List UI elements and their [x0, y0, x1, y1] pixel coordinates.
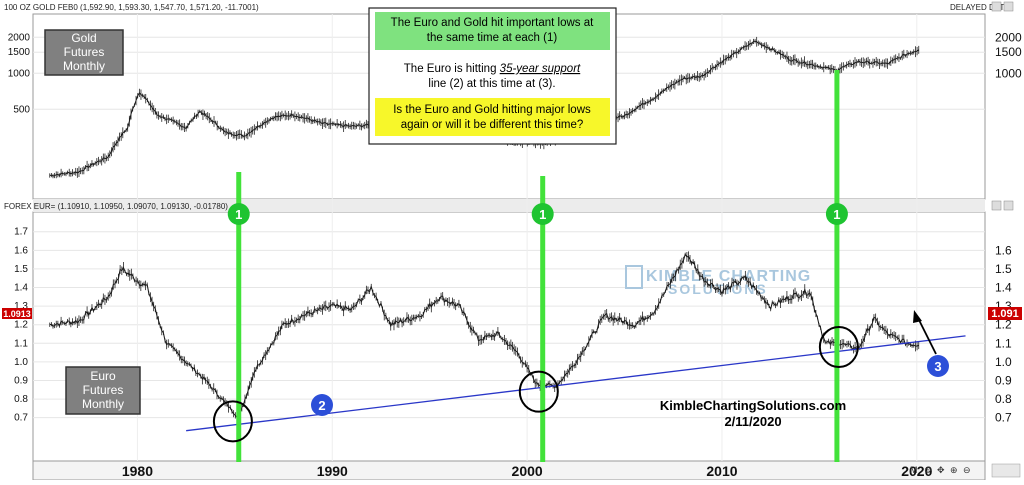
badge-1: 1	[825, 203, 848, 225]
euro-ytick-left: 1.5	[14, 264, 28, 275]
euro-ytick-right: 0.9	[995, 373, 1012, 387]
euro-label-line1: Euro	[90, 369, 116, 383]
euro-label-box: Euro Futures Monthly	[65, 366, 141, 415]
gold-ytick-right: 2000	[995, 30, 1022, 44]
gold-ytick-right: 1000	[995, 66, 1022, 80]
bottom-panel-frame	[32, 211, 986, 462]
x-tick-label: 1980	[122, 463, 153, 479]
gold-label-line1: Gold	[71, 31, 96, 45]
euro-ytick-right: 1.5	[995, 262, 1012, 276]
callout-emphasis: 35-year support	[500, 63, 581, 75]
top-panel-controls[interactable]	[991, 1, 1014, 12]
gold-ytick-right: 1500	[995, 45, 1022, 59]
svg-text:1.0913: 1.0913	[3, 309, 31, 319]
callout-line1a: The Euro and Gold hit important lows at	[391, 17, 594, 29]
badge-2-circle	[311, 394, 333, 416]
euro-label-line3: Monthly	[82, 397, 124, 411]
callout-line2b: line (2) at this time at (3).	[428, 78, 555, 90]
x-tick-label: 2000	[512, 463, 543, 479]
gold-ytick-left: 1000	[8, 68, 31, 79]
price-tag-right: 1.091	[988, 307, 1022, 320]
badge-1-circle	[227, 203, 250, 225]
arrow-to-point-3	[913, 310, 937, 355]
callout-line1b: the same time at each (1)	[427, 32, 558, 44]
euro-ytick-left: 1.2	[14, 320, 28, 331]
x-axis-bar	[32, 460, 986, 481]
callout-line3a: Is the Euro and Gold hitting major lows	[393, 104, 591, 116]
euro-ytick-left: 0.8	[14, 394, 28, 405]
svg-text:1.091: 1.091	[991, 308, 1019, 320]
euro-label-line2: Futures	[83, 383, 124, 397]
zoom-in-icon[interactable]: ⊕	[950, 465, 958, 475]
euro-ytick-right: 1.2	[995, 318, 1012, 332]
gold-label-box: Gold Futures Monthly	[44, 29, 124, 76]
euro-ytick-left: 1.7	[14, 227, 28, 238]
scroll-handle[interactable]	[991, 463, 1021, 478]
low-circle	[212, 400, 253, 443]
watermark-line1: KIMBLE CHARTING	[646, 268, 811, 285]
euro-ytick-left: 1.4	[14, 283, 28, 294]
gold-ytick-left: 2000	[8, 32, 31, 43]
euro-ytick-right: 0.8	[995, 392, 1012, 406]
euro-ytick-right: 1.4	[995, 281, 1012, 295]
zoom-out-icon[interactable]: ⊖	[963, 465, 971, 475]
gear-icon[interactable]: ⚙	[924, 465, 932, 475]
euro-ytick-right: 0.7	[995, 411, 1012, 425]
badge-1-circle	[825, 203, 848, 225]
badge-3-circle	[927, 355, 949, 377]
delayed-data-label: DELAYED DATA	[950, 3, 1010, 12]
euro-ytick-left: 1.6	[14, 245, 28, 256]
bottom-header-bar	[33, 199, 985, 212]
badge-1: 1	[531, 203, 554, 225]
low-circle	[818, 326, 859, 369]
credit-site: KimbleChartingSolutions.com	[660, 398, 846, 413]
euro-header: FOREX EUR= (1.10910, 1.10950, 1.09070, 1…	[4, 202, 228, 211]
badge-1-label: 1	[235, 207, 242, 222]
chart-toolbar[interactable]: M ⚙ ✥ ⊕ ⊖	[910, 463, 1021, 478]
gold-header: 100 OZ GOLD FEB0 (1,592.90, 1,593.30, 1,…	[4, 3, 259, 12]
callout-yellow-highlight	[375, 98, 610, 136]
gold-label-line3: Monthly	[63, 59, 105, 73]
badge-1: 1	[227, 203, 250, 225]
gold-ytick-left: 500	[13, 104, 30, 115]
badge-1-label: 1	[833, 207, 840, 222]
credit-date: 2/11/2020	[724, 414, 781, 429]
x-tick-label: 1990	[317, 463, 348, 479]
gold-ytick-left: 1500	[8, 47, 31, 58]
euro-ytick-left: 0.7	[14, 413, 28, 424]
toolbar-m-icon[interactable]: M	[910, 465, 918, 475]
bottom-panel-controls[interactable]	[991, 200, 1014, 211]
euro-ytick-right: 1.6	[995, 243, 1012, 257]
euro-series	[49, 251, 920, 423]
callout-box: The Euro and Gold hit important lows at …	[368, 7, 617, 145]
price-tag-left: 1.0913	[2, 308, 32, 319]
euro-ytick-left: 1.1	[14, 338, 28, 349]
euro-ytick-left: 0.9	[14, 375, 28, 386]
callout-line2a: The Euro is hitting 35-year support	[404, 63, 581, 75]
move-icon[interactable]: ✥	[937, 465, 945, 475]
callout-line3b: again or will it be different this time?	[401, 119, 584, 131]
badge-3-label: 3	[934, 359, 941, 374]
euro-ytick-right: 1.0	[995, 355, 1012, 369]
gold-label-line2: Futures	[64, 45, 105, 59]
badge-1-label: 1	[539, 207, 546, 222]
euro-ytick-right: 1.1	[995, 336, 1012, 350]
badge-3: 3	[927, 355, 949, 377]
x-tick-label: 2010	[706, 463, 737, 479]
badge-2-label: 2	[318, 398, 325, 413]
badge-2: 2	[311, 394, 333, 416]
low-circle	[518, 370, 559, 413]
x-tick-label: 2020	[901, 463, 932, 479]
badge-1-circle	[531, 203, 554, 225]
euro-ytick-left: 1.0	[14, 357, 28, 368]
callout-green-highlight	[375, 12, 610, 50]
euro-ytick-left: 1.3	[14, 301, 28, 312]
